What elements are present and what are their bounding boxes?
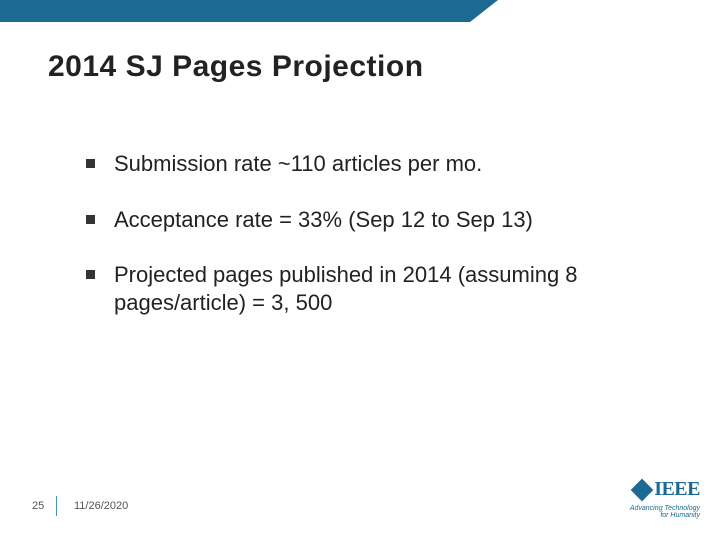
list-item: Projected pages published in 2014 (assum… [86,261,646,316]
footer-date: 11/26/2020 [74,500,128,512]
list-item: Submission rate ~110 articles per mo. [86,150,646,178]
logo-tagline-line2: for Humanity [660,512,700,519]
footer: 25 11/26/2020 IEEE Advancing Technology … [0,480,720,530]
topbar-accent [0,0,470,22]
slide-number: 25 [32,500,44,512]
logo-diamond-icon [631,478,654,501]
page-title: 2014 SJ Pages Projection [48,50,424,84]
footer-divider [56,496,57,516]
bullet-list: Submission rate ~110 articles per mo. Ac… [86,150,646,344]
logo-mark: IEEE [634,478,700,501]
list-item: Acceptance rate = 33% (Sep 12 to Sep 13) [86,206,646,234]
slide: 2014 SJ Pages Projection Submission rate… [0,0,720,540]
logo-tagline: Advancing Technology for Humanity [630,505,700,520]
ieee-logo: IEEE Advancing Technology for Humanity [630,478,700,520]
logo-text: IEEE [654,478,700,501]
topbar-triangle [470,0,498,22]
logo-tagline-line1: Advancing Technology [630,505,700,512]
topbar [0,0,720,22]
